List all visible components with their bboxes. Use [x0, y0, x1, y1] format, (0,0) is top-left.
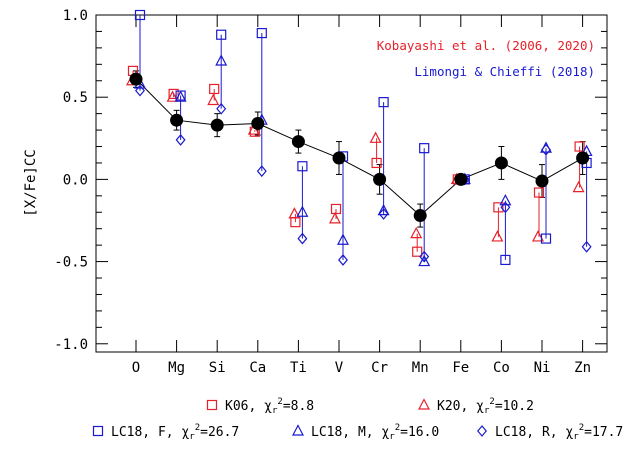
marker-lc18-r-o: [135, 84, 145, 97]
x-tick-label-cr: Cr: [371, 360, 388, 376]
x-axis: O Mg Si Ca Ti V Cr Mn Fe Co Ni Zn: [132, 15, 591, 376]
marker-k06-ni: [533, 187, 545, 198]
x-tick-label-zn: Zn: [574, 360, 591, 376]
marker-k20-ni: [532, 230, 544, 242]
x-tick-label-ca: Ca: [249, 360, 266, 376]
x-tick-label-v: V: [335, 360, 344, 376]
marker-lc18-m-si: [215, 54, 228, 66]
marker-k20-mg: [166, 90, 179, 102]
marker-lc18-m-mn: [418, 254, 431, 267]
marker-lc18-f-ti: [297, 161, 308, 172]
marker-k20-si: [207, 93, 220, 106]
marker-k06-co: [493, 202, 504, 213]
marker-lc18-r-mg: [175, 134, 186, 146]
marker-lc18-r-cr: [378, 207, 389, 220]
plot-frame: [95, 14, 608, 353]
plot-border: [95, 14, 608, 353]
marker-lc18-m-co: [499, 193, 512, 206]
marker-k06-mn: [412, 246, 423, 257]
x-tick-label-mg: Mg: [168, 360, 185, 376]
marker-lc18-m-cr: [377, 203, 390, 216]
y-tick-label: 0.0: [63, 172, 88, 188]
marker-lc18-f-ca: [256, 27, 267, 39]
marker-lc18-m-mg: [174, 90, 187, 102]
marker-lc18-f-cr: [378, 97, 389, 108]
legend-marker-lc18-f: [92, 425, 104, 437]
observed-line: [135, 78, 583, 217]
legend-marker-lc18-m: [292, 424, 304, 436]
observed-point-mg: [170, 113, 184, 127]
marker-lc18-r-si: [216, 102, 227, 115]
legend-label-lc18-r: LC18, R, χr2=17.7: [495, 423, 623, 442]
observed-point-cr: [373, 172, 387, 186]
observed-point-v: [332, 151, 346, 165]
observed-point-fe: [454, 172, 468, 186]
annotation-limongi: Limongi & Chieffi (2018): [414, 64, 595, 79]
x-tick-label-fe: Fe: [452, 360, 469, 376]
legend-marker-k20: [418, 398, 430, 410]
marker-lc18-m-ti: [296, 205, 309, 217]
legend-marker-k06: [206, 399, 218, 411]
marker-lc18-r-v: [338, 254, 348, 266]
marker-lc18-r-ni: [541, 143, 551, 156]
observed-point-co: [494, 156, 508, 170]
legend-label-lc18-m: LC18, M, χr2=16.0: [311, 423, 439, 442]
y-axis: 1.0 0.5 0.0 -0.5 -1.0: [54, 8, 607, 353]
marker-k06-zn: [574, 141, 585, 152]
marker-lc18-r-mn: [419, 250, 430, 263]
x-tick-label-o: O: [132, 360, 140, 376]
observed-point-ni: [535, 174, 549, 188]
marker-lc18-r-ti: [297, 232, 308, 245]
y-tick-label: 0.5: [63, 90, 88, 106]
marker-lc18-f-ni: [540, 233, 552, 244]
marker-k20-ti: [288, 207, 301, 219]
marker-lc18-r-co: [500, 201, 511, 214]
observed-polyline: [135, 78, 583, 217]
observed-point-ti: [291, 135, 305, 149]
marker-lc18-f-co: [500, 254, 511, 266]
legend: K06, χr2=8.8 K20, χr2=10.2 LC18, F, χr2=26…: [92, 397, 623, 442]
error-bars: [133, 70, 586, 228]
y-tick-label: -1.0: [54, 337, 88, 353]
observed-point-mn: [413, 209, 427, 223]
observed-point-ca: [251, 116, 265, 130]
x-tick-label-mn: Mn: [412, 360, 429, 376]
x-tick-label-ti: Ti: [290, 360, 307, 376]
marker-k20-co: [491, 230, 504, 242]
observed-point-zn: [576, 151, 590, 165]
marker-lc18-r-zn: [581, 240, 592, 253]
marker-k06-mg: [168, 88, 179, 100]
y-tick-label: -0.5: [54, 255, 88, 271]
marker-k20-zn: [572, 180, 585, 193]
marker-k20-mn: [410, 226, 423, 239]
x-tick-label-si: Si: [209, 360, 226, 376]
x-tick-label-co: Co: [493, 360, 510, 376]
legend-label-lc18-f: LC18, F, χr2=26.7: [111, 423, 239, 442]
annotation-kobayashi: Kobayashi et al. (2006, 2020): [377, 38, 595, 53]
legend-marker-lc18-r: [477, 425, 487, 437]
marker-k06-cr: [371, 157, 382, 169]
observed-point-o: [129, 72, 143, 86]
marker-k20-cr: [369, 131, 382, 143]
legend-label-k20: K20, χr2=10.2: [437, 397, 534, 416]
x-tick-label-ni: Ni: [534, 360, 551, 376]
marker-lc18-f-o: [134, 9, 146, 21]
marker-lc18-f-mn: [419, 143, 430, 154]
marker-k06-si: [209, 83, 220, 95]
marker-lc18-m-v: [337, 233, 349, 245]
y-tick-label: 1.0: [63, 8, 88, 24]
y-axis-label: [X/Fe]CC: [23, 149, 39, 216]
marker-k20-v: [329, 212, 341, 224]
marker-lc18-f-si: [216, 29, 227, 40]
observed-points: [129, 72, 590, 223]
marker-lc18-r-ca: [256, 165, 267, 178]
observed-point-si: [210, 118, 224, 132]
legend-label-k06: K06, χr2=8.8: [225, 397, 314, 416]
marker-k06-v: [330, 203, 342, 215]
